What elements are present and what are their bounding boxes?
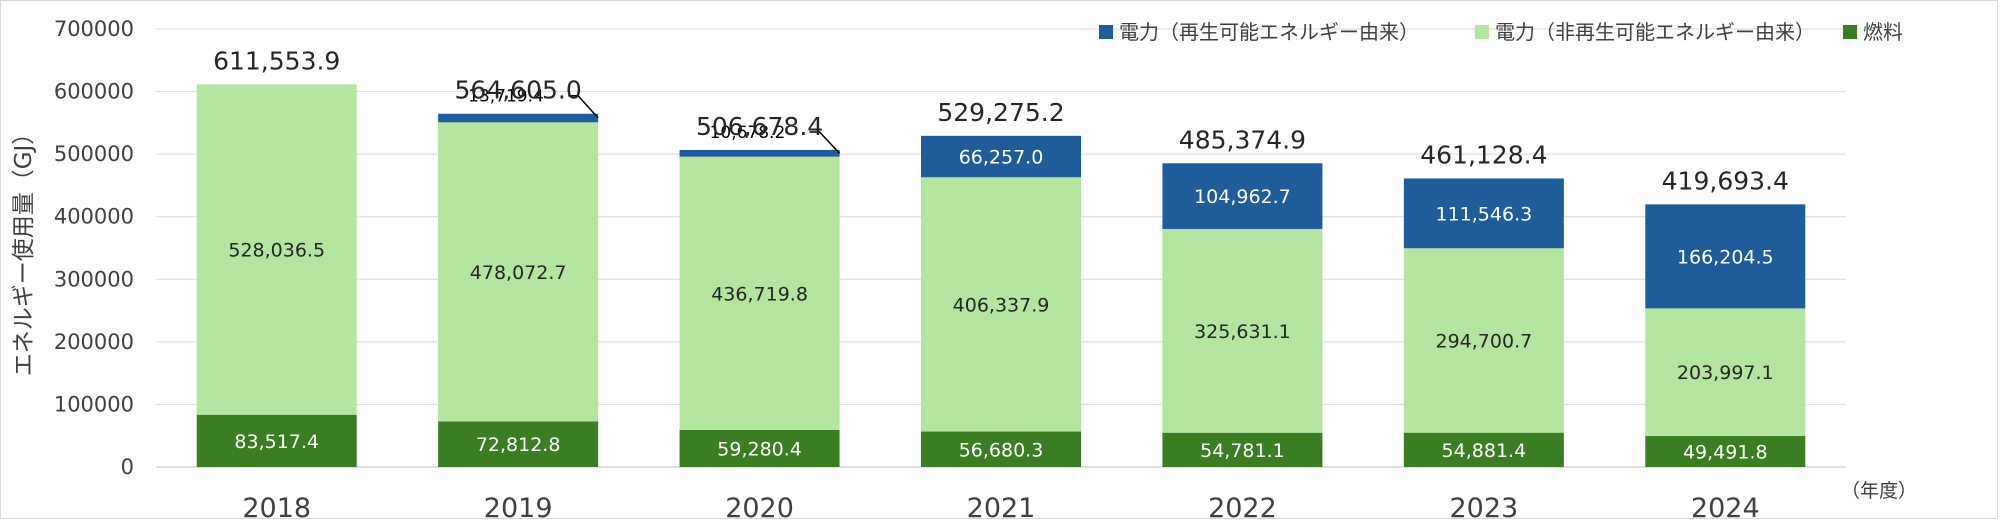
bar-segment [679,149,840,157]
data-label: 111,546.3 [1436,203,1533,225]
y-axis-title: エネルギー使用量（GJ） [11,122,37,377]
total-label: 611,553.9 [213,46,340,75]
legend-label: 電力（再生可能エネルギー由来） [1119,20,1419,44]
bar-segment [1162,432,1323,467]
x-axis-unit-label: （年度） [1841,480,1917,502]
legend-label: 燃料 [1863,20,1903,44]
bar-segment [196,414,357,467]
y-tick-label: 500000 [54,142,134,166]
bar-segment [1645,204,1806,309]
data-label-callout: 10,678.2 [710,123,786,143]
data-label: 72,812.8 [476,434,561,456]
y-tick-label: 100000 [54,392,134,416]
y-tick-label: 0 [121,455,134,479]
data-label: 406,337.9 [953,294,1050,316]
total-label: 506,678.4 [696,112,823,141]
x-tick-label: 2018 [242,493,311,522]
data-label: 104,962.7 [1194,186,1291,208]
bar-segment [921,431,1081,467]
bar-segment [438,113,599,123]
callout-leader-line [568,94,599,119]
data-label: 49,491.8 [1683,442,1768,464]
data-label: 83,517.4 [234,431,319,453]
data-label: 436,719.8 [711,283,808,305]
bar-segment [1403,248,1564,433]
data-label: 56,680.3 [959,439,1044,461]
y-tick-label: 600000 [54,80,134,104]
y-tick-label: 300000 [54,267,134,291]
bar-segment [1403,178,1564,249]
x-tick-label: 2020 [725,493,794,522]
total-label: 461,128.4 [1420,140,1547,169]
bars [196,84,1806,467]
total-label: 485,374.9 [1179,125,1306,154]
x-tick-label: 2024 [1691,493,1760,522]
data-label: 203,997.1 [1677,362,1774,384]
bar-segment [1162,163,1323,229]
callout-leader-line [809,131,841,154]
bar-segment [438,122,599,422]
x-tick-label: 2023 [1449,493,1518,522]
bar-segment [1162,228,1323,433]
data-label: 478,072.7 [470,262,567,284]
bar-segment [679,156,840,430]
bar-segment [438,421,599,467]
legend-swatch [1475,25,1489,39]
data-label: 59,280.4 [717,438,802,460]
data-label: 66,257.0 [959,147,1044,169]
legend: 電力（再生可能エネルギー由来） 電力（非再生可能エネルギー由来） 燃料 [1099,20,1903,44]
data-label: 528,036.5 [228,240,325,262]
legend-label: 電力（非再生可能エネルギー由来） [1495,20,1815,44]
y-tick-label: 400000 [54,205,134,229]
total-label: 419,693.4 [1662,166,1789,195]
legend-swatch [1843,25,1857,39]
axes: エネルギー使用量（GJ） （年度） 0 100000 200000 300000 400… [11,17,1917,522]
bar-segment [1403,432,1564,467]
bar-segment [1645,436,1806,467]
data-labels: 83,517.4 72,812.8 59,280.4 56,680.3 54,781.1… [213,46,1789,463]
x-tick-label: 2022 [1208,493,1277,522]
y-tick-label: 200000 [54,330,134,354]
bar-segment [1645,308,1806,437]
total-label: 529,275.2 [937,98,1064,127]
bar-segment [679,429,840,467]
data-label-callout: 13,719.4 [468,87,544,107]
data-label: 54,881.4 [1442,440,1527,462]
y-tick-label: 700000 [54,17,134,41]
data-label: 54,781.1 [1200,440,1285,462]
bar-segment [921,135,1081,178]
bar-segment [196,84,357,415]
bar-segment [921,177,1081,432]
x-tick-label: 2021 [967,493,1036,522]
data-label: 294,700.7 [1436,330,1533,352]
legend-swatch [1099,25,1113,39]
x-tick-label: 2019 [484,493,553,522]
data-label: 325,631.1 [1194,321,1291,343]
total-label: 564,605.0 [455,76,582,105]
data-label: 166,204.5 [1677,246,1774,268]
